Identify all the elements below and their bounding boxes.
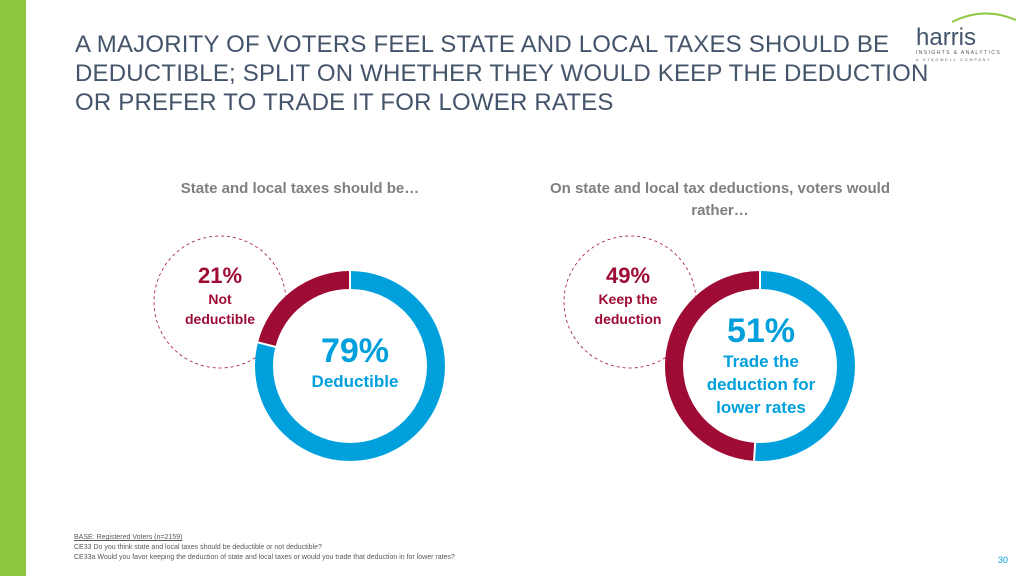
chart2-slice-divider-0: [752, 441, 757, 462]
accent-bar: [0, 0, 26, 576]
footer-question-2: CE33a Would you favor keeping the deduct…: [74, 554, 455, 561]
chart2-minor-label: 49% Keep the deduction: [578, 263, 678, 329]
page-number: 30: [997, 555, 1008, 565]
footer-base: BASE: Registered Voters (n=2159): [74, 534, 183, 541]
chart1-major-label: 79% Deductible: [293, 332, 417, 393]
chart1-minor-category: Not deductible: [184, 291, 255, 327]
logo-swoosh: [951, 12, 1017, 23]
chart2-minor-category: Keep the deduction: [594, 291, 662, 327]
harris-logo: harris INSIGHTS & ANALYTICS A STAGWELL C…: [916, 12, 1017, 62]
chart1-title: State and local taxes should be…: [180, 180, 420, 197]
chart2-major-label: 51% Trade the deduction for lower rates: [696, 312, 826, 419]
logo-tagline: INSIGHTS & ANALYTICS: [916, 50, 1001, 56]
chart1-major-category: Deductible: [311, 372, 399, 391]
chart1-major-value: 79%: [320, 332, 390, 370]
chart2-major-category: Trade the deduction for lower rates: [706, 352, 816, 417]
footer-question-1: CE33 Do you think state and local taxes …: [74, 544, 322, 551]
chart2-major-value: 51%: [726, 312, 796, 350]
logo-wordmark: harris: [916, 24, 976, 51]
chart1-minor-value: 21%: [197, 263, 243, 288]
chart1-donut: [153, 235, 445, 461]
slide-title: A MAJORITY OF VOTERS FEEL STATE AND LOCA…: [75, 31, 929, 116]
chart1-minor-label: 21% Not deductible: [170, 263, 270, 329]
chart2-title: On state and local tax deductions, voter…: [549, 180, 891, 219]
chart2-donut: [563, 235, 855, 462]
footer-notes: BASE: Registered Voters (n=2159) CE33 Do…: [74, 533, 455, 563]
chart2-minor-value: 49%: [605, 263, 651, 288]
chart1-slice-divider-0: [256, 341, 277, 349]
logo-subline: A STAGWELL COMPANY: [916, 58, 991, 62]
